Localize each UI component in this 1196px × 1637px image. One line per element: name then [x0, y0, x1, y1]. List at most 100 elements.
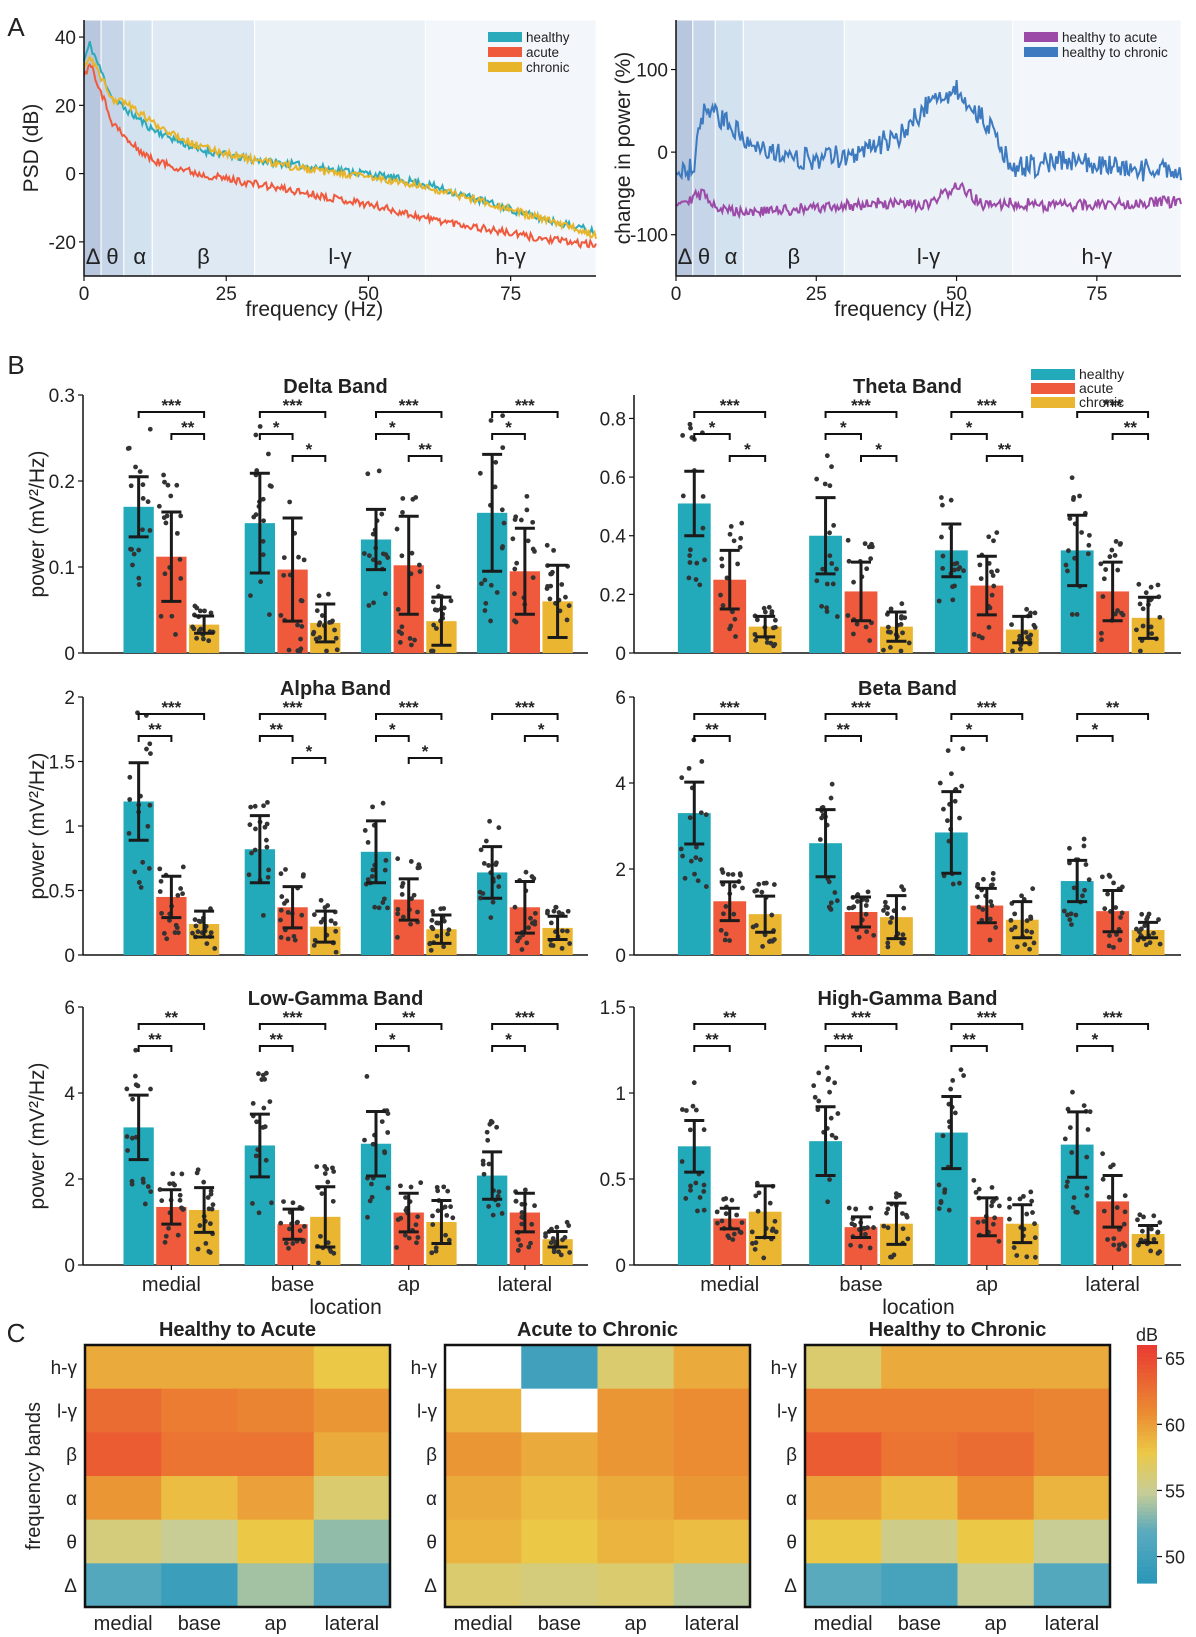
significance-label: *	[875, 440, 882, 459]
significance-label: **	[837, 720, 851, 739]
data-point	[1012, 924, 1018, 930]
colorbar-segment	[1137, 1575, 1157, 1580]
data-point	[1065, 568, 1070, 574]
data-point	[976, 633, 982, 639]
data-point	[973, 1190, 979, 1195]
data-point	[515, 1247, 521, 1253]
data-point	[867, 1245, 873, 1251]
data-point	[680, 433, 686, 438]
data-point	[898, 648, 904, 654]
data-point	[299, 623, 305, 629]
data-point	[148, 1086, 153, 1092]
y-tick-label: 4	[64, 1084, 75, 1105]
heatmap-cell-medial	[445, 1388, 522, 1433]
data-point	[694, 560, 700, 566]
data-point	[493, 862, 499, 868]
significance-bracket	[137, 735, 173, 742]
data-point	[899, 601, 905, 607]
data-point	[395, 911, 401, 917]
data-point	[1122, 1193, 1128, 1199]
colorbar-segment	[1137, 1464, 1157, 1469]
data-point	[261, 518, 266, 524]
data-point	[450, 1215, 456, 1221]
data-point	[1157, 941, 1163, 947]
heatmap-cell-lateral	[673, 1388, 751, 1433]
data-point	[314, 1164, 320, 1170]
y-tick-label: 0.8	[600, 409, 626, 430]
data-point	[1069, 612, 1075, 617]
significance-label: **	[723, 1008, 737, 1027]
data-point	[1105, 891, 1110, 897]
legend-swatch-chronic	[488, 62, 522, 72]
significance-bracket	[137, 411, 206, 418]
data-point	[407, 636, 413, 641]
data-point	[133, 1047, 139, 1053]
data-point	[756, 1190, 762, 1196]
data-point	[260, 538, 266, 544]
data-point	[1140, 606, 1146, 612]
significance-bracket	[1076, 735, 1114, 742]
data-point	[195, 1167, 201, 1173]
data-point	[864, 898, 870, 903]
data-point	[496, 884, 502, 889]
colorbar-segment	[1137, 1432, 1157, 1437]
data-point	[885, 940, 891, 946]
y-tick-label: 0.4	[600, 527, 627, 548]
data-point	[881, 908, 886, 913]
x-axis-label: frequency (Hz)	[834, 298, 972, 321]
bar-chart-theta-band: Theta Band00.20.40.60.8*****************…	[600, 366, 1181, 665]
y-axis-label: change in power (%)	[612, 52, 635, 245]
data-point	[142, 1201, 148, 1207]
data-point	[1086, 542, 1092, 548]
data-point	[395, 934, 400, 940]
heatmap-cell-base	[161, 1345, 238, 1390]
data-point	[148, 1189, 154, 1195]
data-point	[1032, 610, 1038, 616]
y-tick-label: -20	[49, 233, 76, 254]
colorbar-segment	[1137, 1559, 1157, 1564]
heatmap-cell-medial	[445, 1519, 522, 1564]
data-point	[318, 1233, 323, 1239]
data-point	[826, 1076, 832, 1081]
data-point	[760, 944, 765, 949]
data-point	[281, 1199, 286, 1205]
band-label: l-γ	[917, 244, 940, 269]
data-point	[950, 1078, 956, 1083]
data-point	[483, 838, 489, 844]
data-point	[1071, 1195, 1077, 1200]
heatmap-cell-medial	[85, 1432, 162, 1477]
data-point	[749, 1229, 755, 1235]
data-point	[940, 502, 945, 508]
colorbar-segment	[1137, 1495, 1157, 1501]
x-axis-label: location	[309, 1296, 381, 1319]
col-label-medial: medial	[454, 1613, 513, 1635]
data-point	[1024, 918, 1030, 924]
data-point	[731, 538, 737, 544]
data-point	[263, 1157, 269, 1163]
data-point	[331, 1169, 337, 1174]
data-point	[1113, 905, 1119, 910]
data-point	[301, 557, 307, 563]
y-tick-label: 0	[64, 1256, 75, 1277]
data-point	[382, 591, 388, 597]
data-point	[365, 471, 371, 477]
legend-label-healthy-to-acute: healthy to acute	[1062, 30, 1157, 45]
data-point	[379, 511, 385, 517]
data-point	[1143, 590, 1149, 596]
data-point	[827, 1089, 832, 1095]
colorbar-segment	[1137, 1460, 1157, 1465]
data-point	[529, 1221, 535, 1227]
series-line-healthy-to-acute	[675, 181, 1182, 220]
data-point	[727, 531, 733, 537]
data-point	[265, 800, 270, 805]
data-point	[701, 1182, 707, 1188]
colorbar-segment	[1137, 1543, 1157, 1548]
data-point	[1014, 944, 1020, 950]
data-point	[501, 520, 507, 526]
heatmap-cell-base	[881, 1345, 958, 1390]
legend-label-chronic: chronic	[526, 60, 570, 75]
colorbar-segment	[1137, 1352, 1157, 1358]
data-point	[162, 571, 168, 577]
data-point	[434, 933, 440, 939]
